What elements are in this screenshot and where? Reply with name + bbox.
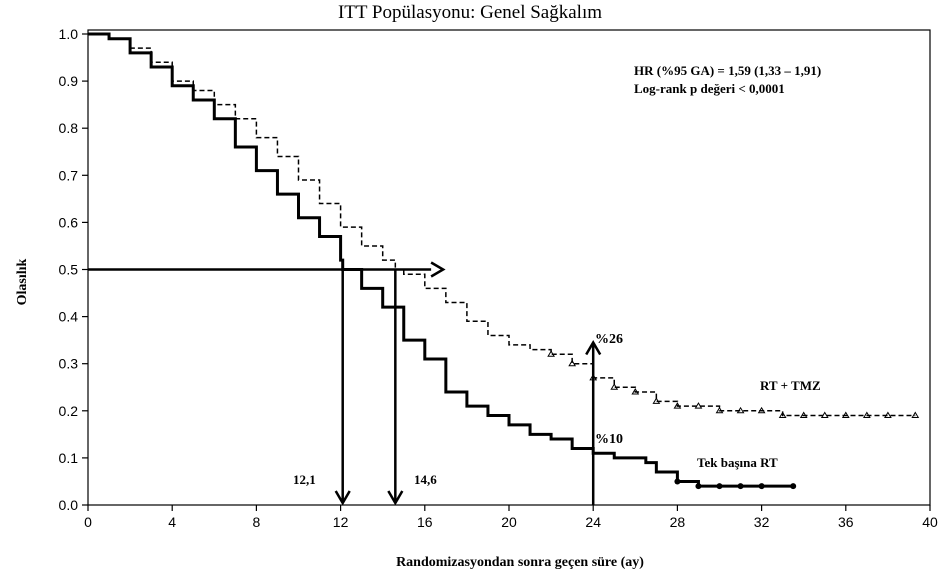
x-tick-label: 16 [417,514,433,530]
y-tick-label: 0.1 [59,450,79,466]
censor-marker-rt-tmz [757,406,766,414]
censor-marker-rt-tmz [673,402,682,409]
median-rt-arrowhead [334,490,351,506]
x-tick-label: 36 [838,514,854,530]
y-tick-label: 0.4 [59,309,79,325]
x-tick-label: 0 [84,514,92,530]
median-horizontal-arrowhead [430,261,446,278]
log-rank-text: Log-rank p değeri < 0,0001 [634,81,785,96]
series-line-rt-tmz [88,33,916,417]
x-tick-label: 20 [501,514,517,530]
censor-marker-rt-tmz [652,397,661,404]
reference-arrows [88,261,602,506]
y-tick-label: 1.0 [59,26,79,42]
x-tick-label: 24 [585,514,601,530]
x-tick-label: 8 [253,514,261,530]
censor-marker-rt-tmz [778,411,787,419]
censor-marker-rt-tmz [841,411,850,419]
censor-marker-rt-alone [716,483,723,490]
censor-marker-rt-tmz [547,350,555,357]
series-line-rt-alone [88,32,794,488]
series-layer [88,32,920,490]
x-tick-label: 28 [670,514,686,530]
censor-marker-rt-alone [790,483,797,490]
tmz-24-month-label: %26 [595,332,623,347]
x-tick-label: 32 [754,514,770,530]
x-tick-label: 12 [333,514,349,530]
median-tmz-arrowhead [387,490,404,506]
censor-marker-rt-tmz [820,411,829,419]
censor-marker-rt-alone [674,478,681,485]
y-tick-label: 0.8 [59,120,79,136]
censor-marker-rt-tmz [862,411,871,419]
x-tick-label: 40 [922,514,938,530]
median-tmz-label: 14,6 [414,472,437,487]
y-axis-label: Olasılık [15,258,30,305]
censor-marker-rt-tmz [715,406,724,414]
hazard-ratio-text: HR (%95 GA) = 1,59 (1,33 – 1,91) [634,63,821,78]
chart-title: ITT Popülasyonu: Genel Sağkalım [338,2,602,23]
y-tick-label: 0.2 [59,403,79,419]
rt-24-month-label: %10 [595,432,623,447]
censor-marker-rt-tmz [631,387,640,395]
censor-marker-rt-tmz [568,359,577,367]
censor-marker-rt-tmz [610,383,619,390]
median-rt-label: 12,1 [293,472,316,487]
y-tick-label: 0.5 [59,262,79,278]
y-tick-label: 0.6 [59,214,79,230]
censor-marker-rt-tmz [694,402,703,409]
x-tick-label: 4 [168,514,176,530]
censor-marker-rt-alone [737,483,744,490]
censor-marker-rt-alone [758,483,765,490]
month-24-arrowhead [585,340,602,356]
censor-marker-rt-tmz [884,411,892,419]
censor-marker-rt-tmz [911,411,920,419]
y-tick-label: 0.7 [59,167,79,183]
y-tick-label: 0.9 [59,73,79,89]
axis-ticks: 0 4 8 12 16 20 24 28 32 36 40 0.0 0.1 0.2 0.3 0.4 0.5 0.6… [59,26,938,530]
y-tick-label: 0.3 [59,356,79,372]
censor-marker-rt-tmz [736,406,745,414]
y-tick-label: 0.0 [59,497,79,513]
series-label-rt-tmz: RT + TMZ [760,378,821,393]
x-axis-label: Randomizasyondan sonra geçen süre (ay) [396,555,644,570]
censor-marker-rt-alone [695,483,702,490]
censor-marker-rt-tmz [799,411,808,419]
series-label-rt-alone: Tek başına RT [697,455,778,470]
